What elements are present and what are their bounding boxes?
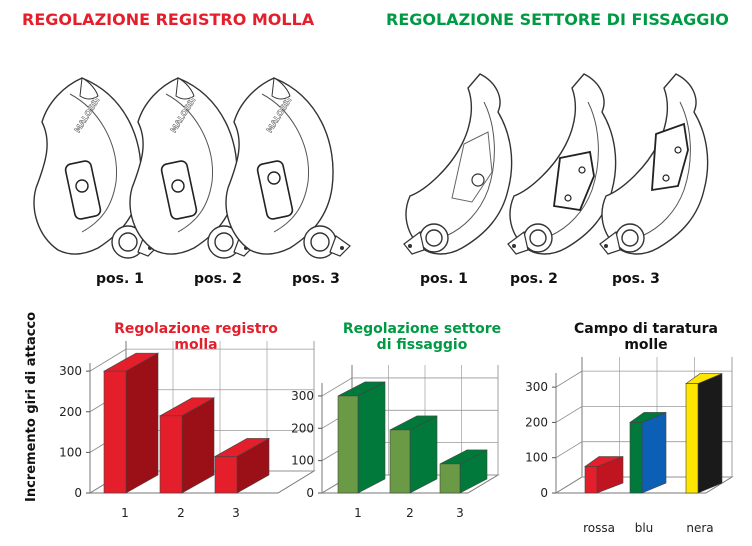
category-label: 1	[354, 506, 362, 520]
grid-diag	[555, 370, 583, 388]
grid-diag	[321, 377, 353, 397]
pos-label: pos. 3	[612, 271, 660, 287]
category-label: 3	[232, 506, 240, 520]
right-section-title: REGOLAZIONE SETTORE DI FISSAGGIO	[386, 10, 729, 29]
tick-label: 0	[540, 486, 548, 500]
tick-label: 300	[525, 380, 548, 394]
bar	[584, 466, 598, 494]
chart-campo-taratura: 0 100 200 300 rossa blu nera	[525, 357, 734, 535]
bar-side	[125, 352, 159, 494]
chart-title: Regolazione settore di fissaggio	[342, 321, 502, 353]
category-label: 2	[406, 506, 414, 520]
bar	[685, 383, 699, 494]
bar	[629, 422, 643, 494]
clutch-shoe-diagrams: MALOSSI MALOSSI MALOSSI	[33, 73, 709, 259]
pos-label: pos. 3	[292, 271, 340, 287]
tick-label: 100	[291, 454, 314, 468]
pos-label: pos. 1	[96, 271, 144, 287]
category-label: 2	[177, 506, 185, 520]
tick-label: 200	[525, 415, 548, 429]
pos-label: pos. 1	[420, 271, 468, 287]
chart-registro-molla: 0 100 200 300 1 2 3	[59, 341, 316, 520]
bar	[214, 456, 238, 494]
grid-diag	[555, 406, 583, 423]
bar-side	[357, 381, 386, 494]
bar	[439, 463, 461, 494]
bar	[337, 395, 359, 494]
tick-label: 300	[291, 389, 314, 403]
category-label: nera	[686, 521, 713, 535]
tick-label: 0	[306, 486, 314, 500]
bar-side	[697, 373, 723, 494]
left-section-title: REGOLAZIONE REGISTRO MOLLA	[22, 10, 315, 29]
chart-title: Campo di taratura molle	[573, 321, 719, 353]
bar-side	[641, 411, 667, 494]
grid-diag	[555, 441, 583, 459]
bar	[159, 415, 183, 494]
category-label: blu	[635, 521, 654, 535]
tick-label: 300	[59, 364, 82, 378]
category-label: rossa	[583, 521, 615, 535]
bar	[103, 370, 127, 494]
grid-diag	[89, 348, 127, 372]
tick-label: 100	[59, 445, 82, 459]
bar	[389, 429, 411, 494]
pos-label: pos. 2	[510, 271, 558, 287]
category-label: 3	[456, 506, 464, 520]
tick-label: 200	[59, 405, 82, 419]
tick-label: 200	[291, 421, 314, 435]
grid-diag	[555, 476, 583, 494]
tick-label: 100	[525, 451, 548, 465]
chart-settore-fissaggio: 0 100 200 300 1 2 3	[291, 365, 500, 520]
tick-label: 0	[74, 486, 82, 500]
category-label: 1	[121, 506, 129, 520]
pos-label: pos. 2	[194, 271, 242, 287]
